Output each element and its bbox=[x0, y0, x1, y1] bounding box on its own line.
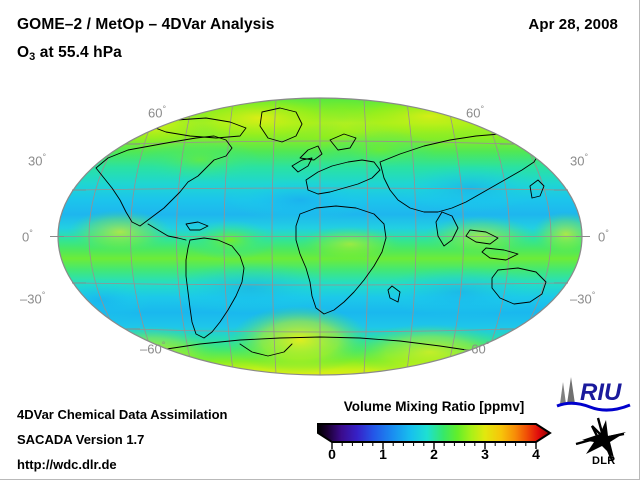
colorbar bbox=[317, 423, 552, 449]
colorbar-title: Volume Mixing Ratio [ppmv] bbox=[343, 399, 525, 414]
riu-text: RIU bbox=[580, 379, 622, 406]
colorbar-tick-4: 4 bbox=[532, 446, 540, 462]
dlr-text: DLR bbox=[592, 455, 616, 467]
colorbar-ticks bbox=[331, 442, 537, 449]
footer-line-3[interactable]: http://wdc.dlr.de bbox=[17, 457, 117, 472]
graticule bbox=[58, 98, 582, 375]
species-name: O bbox=[17, 44, 30, 61]
lat-label-left-30: 30° bbox=[28, 152, 47, 169]
lat-label-left-m60: –60° bbox=[140, 340, 166, 357]
lat-label-right-30: 30° bbox=[570, 152, 589, 169]
colorbar-tick-0: 0 bbox=[328, 446, 336, 462]
lat-label-left-60: 60° bbox=[148, 104, 167, 121]
lat-label-left-m30: –30° bbox=[20, 290, 46, 307]
footer-block: 4DVar Chemical Data Assimilation SACADA … bbox=[17, 402, 228, 477]
species-level: at 55.4 hPa bbox=[35, 44, 122, 61]
colorbar-tick-2: 2 bbox=[430, 446, 438, 462]
lat-label-left-0: 0° bbox=[22, 228, 33, 245]
colorbar-gradient bbox=[317, 423, 552, 443]
colorbar-tick-3: 3 bbox=[481, 446, 489, 462]
coastlines bbox=[95, 107, 569, 361]
species-subscript: 3 bbox=[29, 51, 36, 63]
lat-ticks bbox=[50, 143, 590, 330]
species-level-label: O3 at 55.4 hPa bbox=[17, 44, 122, 63]
riu-icon bbox=[556, 377, 631, 412]
colorbar-tick-labels: 0 1 2 3 4 bbox=[312, 446, 556, 466]
colorbar-tick-1: 1 bbox=[379, 446, 387, 462]
date-label: Apr 28, 2008 bbox=[528, 16, 618, 33]
lat-label-right-60: 60° bbox=[466, 104, 485, 121]
dlr-icon bbox=[575, 417, 626, 461]
logo-group: RIU bbox=[556, 377, 631, 461]
lat-label-right-m60: –60° bbox=[464, 340, 490, 357]
footer-line-2: SACADA Version 1.7 bbox=[17, 432, 145, 447]
lat-label-right-m30: –30° bbox=[570, 290, 596, 307]
footer-line-1: 4DVar Chemical Data Assimilation bbox=[17, 407, 228, 422]
page-title: GOME–2 / MetOp – 4DVar Analysis bbox=[17, 16, 275, 33]
lat-label-right-0: 0° bbox=[598, 228, 609, 245]
